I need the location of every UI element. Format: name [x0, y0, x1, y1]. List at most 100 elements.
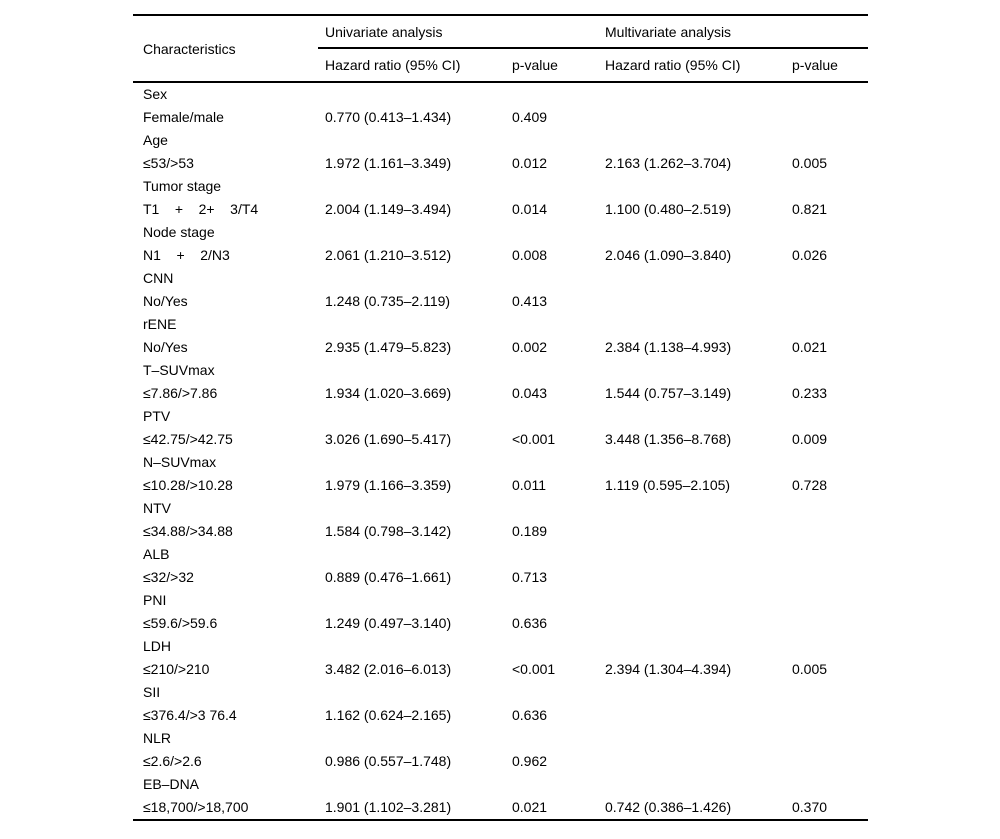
uni-p-value [512, 405, 605, 428]
uni-hazard-ratio [325, 681, 512, 704]
multi-p-value [792, 221, 868, 244]
uni-hazard-ratio: 0.889 (0.476–1.661) [325, 569, 452, 585]
multi-p-value [792, 83, 868, 106]
multi-p-value: 0.026 [792, 247, 828, 263]
multi-p-value: 0.233 [792, 385, 828, 401]
table-row: No/Yes 2.935 (1.479–5.823) 0.002 2.384 (… [133, 336, 868, 359]
table-row: ≤42.75/>42.75 3.026 (1.690–5.417) <0.001… [133, 428, 868, 451]
multi-hazard-ratio [605, 773, 792, 796]
multi-p-value [792, 635, 868, 658]
multi-hazard-ratio [605, 704, 792, 727]
uni-hazard-ratio [325, 83, 512, 106]
uni-p-value: 0.011 [512, 477, 546, 493]
multi-hazard-ratio [605, 267, 792, 290]
multi-p-value [792, 520, 868, 543]
uni-p-value [512, 543, 605, 566]
multi-hazard-ratio [605, 681, 792, 704]
table-row: Node stage [133, 221, 868, 244]
uni-p-value [512, 221, 605, 244]
multi-hazard-ratio [605, 750, 792, 773]
row-label: N–SUVmax [143, 454, 217, 470]
multi-hazard-ratio [605, 106, 792, 129]
uni-p-value [512, 681, 605, 704]
multi-hazard-ratio: 2.163 (1.262–3.704) [605, 155, 732, 171]
table-row: rENE [133, 313, 868, 336]
table-row: ALB [133, 543, 868, 566]
uni-hazard-ratio: 2.935 (1.479–5.823) [325, 339, 452, 355]
uni-p-value: <0.001 [512, 661, 556, 677]
table-header: Characteristics Univariate analysis Mult… [133, 16, 868, 83]
row-label: PNI [143, 592, 167, 608]
row-label: Node stage [143, 224, 215, 240]
table-row: CNN [133, 267, 868, 290]
header-group-row: Univariate analysis Multivariate analysi… [133, 16, 868, 49]
multi-hazard-ratio [605, 451, 792, 474]
multi-hazard-ratio [605, 520, 792, 543]
uni-p-value: 0.636 [512, 615, 548, 631]
row-label: CNN [143, 270, 174, 286]
multi-p-value: 0.821 [792, 201, 828, 217]
uni-p-value: 0.008 [512, 247, 548, 263]
table-row: ≤10.28/>10.28 1.979 (1.166–3.359) 0.011 … [133, 474, 868, 497]
multi-hazard-ratio: 1.119 (0.595–2.105) [605, 477, 731, 493]
uni-p-value [512, 589, 605, 612]
uni-hazard-ratio: 2.004 (1.149–3.494) [325, 201, 452, 217]
uni-p-value [512, 359, 605, 382]
row-label: LDH [143, 638, 172, 654]
table-row: EB–DNA [133, 773, 868, 796]
uni-hazard-ratio [325, 451, 512, 474]
table-row: ≤18,700/>18,700 1.901 (1.102–3.281) 0.02… [133, 796, 868, 819]
header-multivariate-analysis: Multivariate analysis [605, 16, 868, 49]
multi-hazard-ratio [605, 129, 792, 152]
uni-p-value [512, 267, 605, 290]
multi-hazard-ratio [605, 290, 792, 313]
uni-hazard-ratio: 0.986 (0.557–1.748) [325, 753, 452, 769]
multi-hazard-ratio [605, 566, 792, 589]
multi-p-value [792, 267, 868, 290]
uni-p-value: 0.012 [512, 155, 548, 171]
multi-p-value: 0.009 [792, 431, 828, 447]
uni-hazard-ratio: 0.770 (0.413–1.434) [325, 109, 452, 125]
table-row: T–SUVmax [133, 359, 868, 382]
table-row: N–SUVmax [133, 451, 868, 474]
table-row: ≤32/>32 0.889 (0.476–1.661) 0.713 [133, 566, 868, 589]
multi-p-value [792, 727, 868, 750]
uni-p-value: 0.962 [512, 753, 548, 769]
row-label: T–SUVmax [143, 362, 215, 378]
multi-p-value [792, 681, 868, 704]
uni-p-value: 0.409 [512, 109, 548, 125]
uni-p-value [512, 497, 605, 520]
row-label: rENE [143, 316, 177, 332]
uni-p-value: 0.413 [512, 293, 548, 309]
multi-p-value [792, 129, 868, 152]
uni-p-value: 0.189 [512, 523, 548, 539]
table-row: Female/male 0.770 (0.413–1.434) 0.409 [133, 106, 868, 129]
uni-p-value [512, 129, 605, 152]
multi-hazard-ratio [605, 543, 792, 566]
multi-p-value [792, 589, 868, 612]
row-label: NLR [143, 730, 172, 746]
header-multi-p-value: p-value [792, 57, 838, 73]
row-label: ≤32/>32 [143, 569, 194, 585]
multi-p-value [792, 704, 868, 727]
row-label: ≤10.28/>10.28 [143, 477, 233, 493]
analysis-table: Characteristics Univariate analysis Mult… [133, 14, 868, 821]
uni-hazard-ratio [325, 589, 512, 612]
multi-hazard-ratio: 3.448 (1.356–8.768) [605, 431, 732, 447]
uni-hazard-ratio [325, 267, 512, 290]
table-row: PTV [133, 405, 868, 428]
header-characteristics: Characteristics [143, 40, 236, 57]
uni-hazard-ratio: 1.249 (0.497–3.140) [325, 615, 452, 631]
header-univariate-analysis: Univariate analysis [318, 16, 605, 49]
multi-p-value [792, 566, 868, 589]
multi-hazard-ratio [605, 635, 792, 658]
multi-hazard-ratio [605, 83, 792, 106]
uni-p-value [512, 175, 605, 198]
multi-hazard-ratio [605, 727, 792, 750]
multi-p-value: 0.005 [792, 661, 828, 677]
uni-hazard-ratio: 3.482 (2.016–6.013) [325, 661, 452, 677]
row-label: NTV [143, 500, 171, 516]
multi-hazard-ratio [605, 359, 792, 382]
row-label: ≤18,700/>18,700 [143, 799, 249, 815]
